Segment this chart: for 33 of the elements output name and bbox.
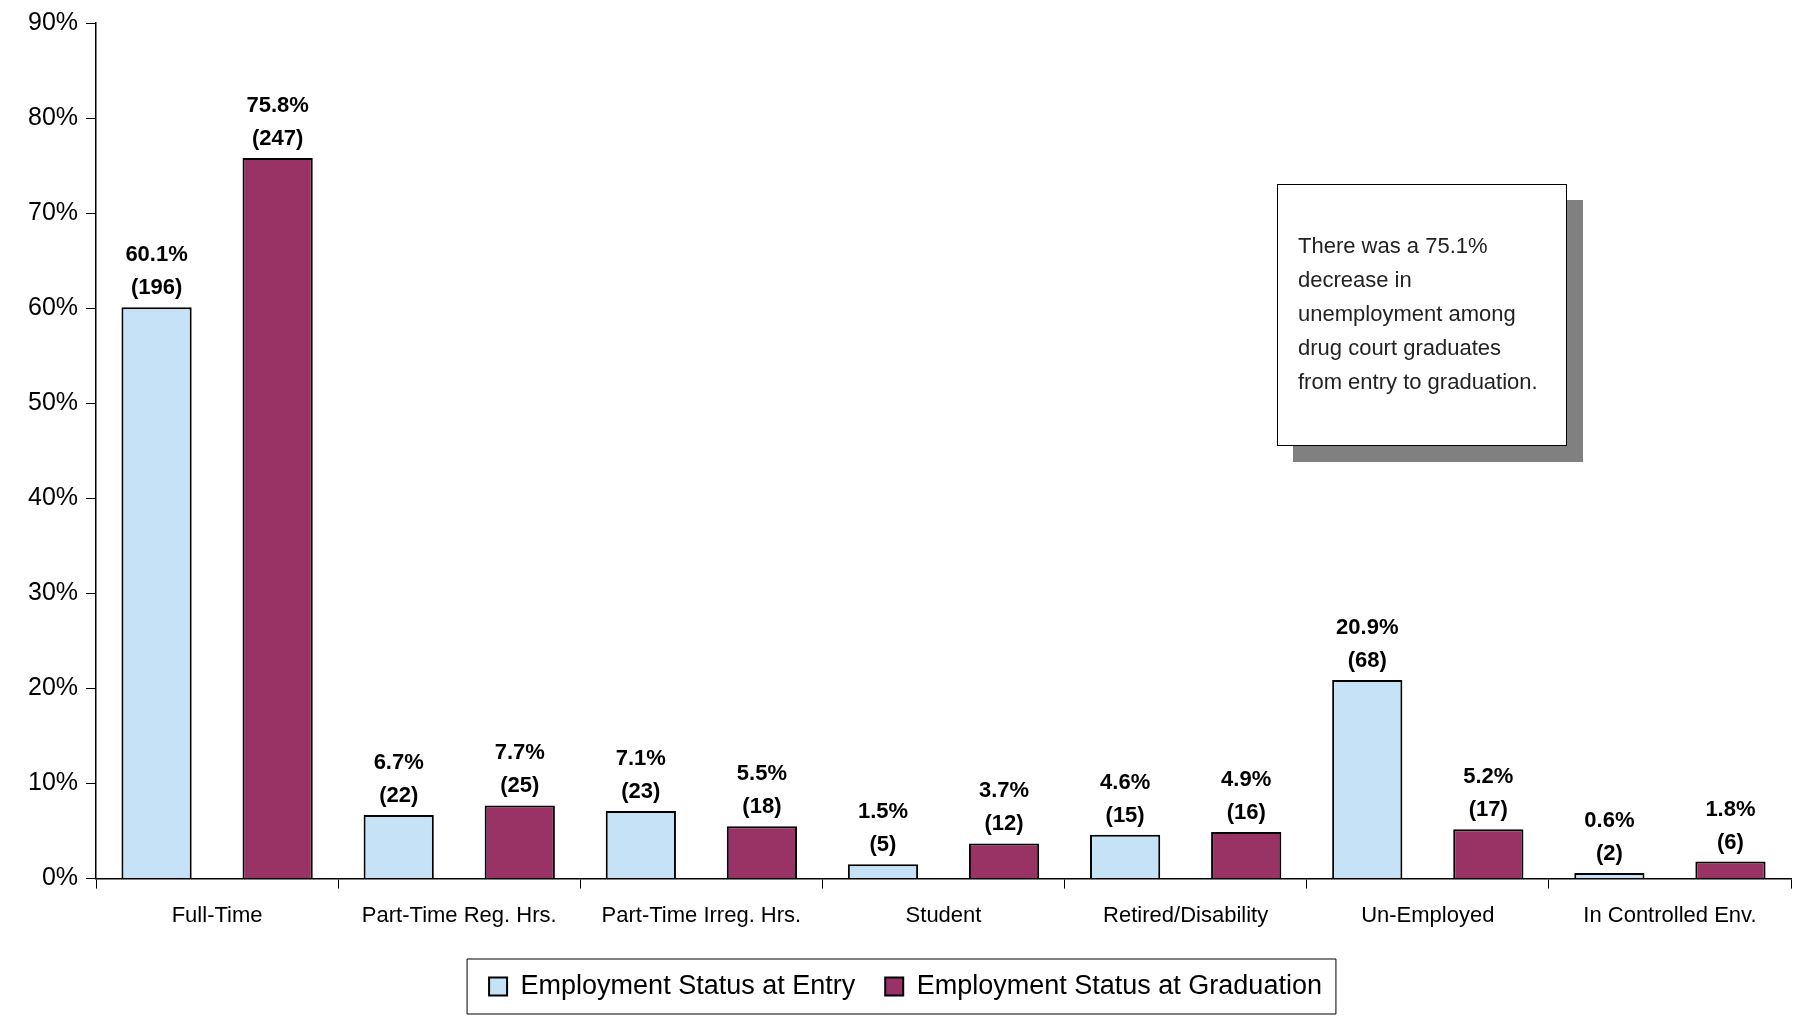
data-label: 60.1% (196): [125, 241, 188, 300]
x-tick-label: Part-Time Irreg. Hrs.: [601, 901, 802, 927]
data-label: 4.9% (16): [1221, 766, 1272, 825]
x-tick-label: In Controlled Env.: [1583, 901, 1757, 927]
y-tick-label: 10%: [27, 767, 79, 796]
y-tick-label: 80%: [27, 101, 79, 130]
data-label: 6.7% (22): [373, 748, 424, 807]
y-tick-label: 50%: [27, 387, 79, 416]
data-label: 1.8% (6): [1705, 795, 1756, 854]
data-label: 7.7% (25): [494, 739, 545, 798]
legend-label: Employment Status at Entry: [520, 969, 856, 1000]
data-label: 1.5% (5): [857, 798, 909, 857]
y-tick-label: 70%: [27, 197, 79, 226]
data-label: 5.5% (18): [736, 760, 787, 819]
x-tick-label: Student: [905, 901, 982, 927]
data-label: 7.1% (23): [615, 745, 666, 804]
y-tick-label: 30%: [27, 577, 79, 606]
y-tick-label: 0%: [41, 862, 79, 891]
x-tick-label: Full-Time: [171, 901, 263, 927]
y-tick-label: 90%: [27, 6, 79, 35]
data-label: 5.2% (17): [1463, 763, 1514, 822]
y-tick-label: 60%: [27, 292, 79, 321]
data-label: 4.6% (15): [1100, 768, 1151, 827]
data-label: 3.7% (12): [978, 777, 1030, 836]
x-tick-label: Un-Employed: [1361, 901, 1495, 927]
x-tick-label: Part-Time Reg. Hrs.: [361, 901, 557, 927]
y-tick-label: 40%: [27, 482, 79, 511]
data-label: 0.6% (2): [1584, 806, 1635, 865]
x-tick-label: Retired/Disability: [1103, 901, 1269, 927]
data-label: 20.9% (68): [1336, 613, 1399, 672]
legend-label: Employment Status at Graduation: [916, 969, 1322, 1000]
data-label: 75.8% (247): [246, 92, 309, 151]
y-tick-label: 20%: [27, 672, 79, 701]
